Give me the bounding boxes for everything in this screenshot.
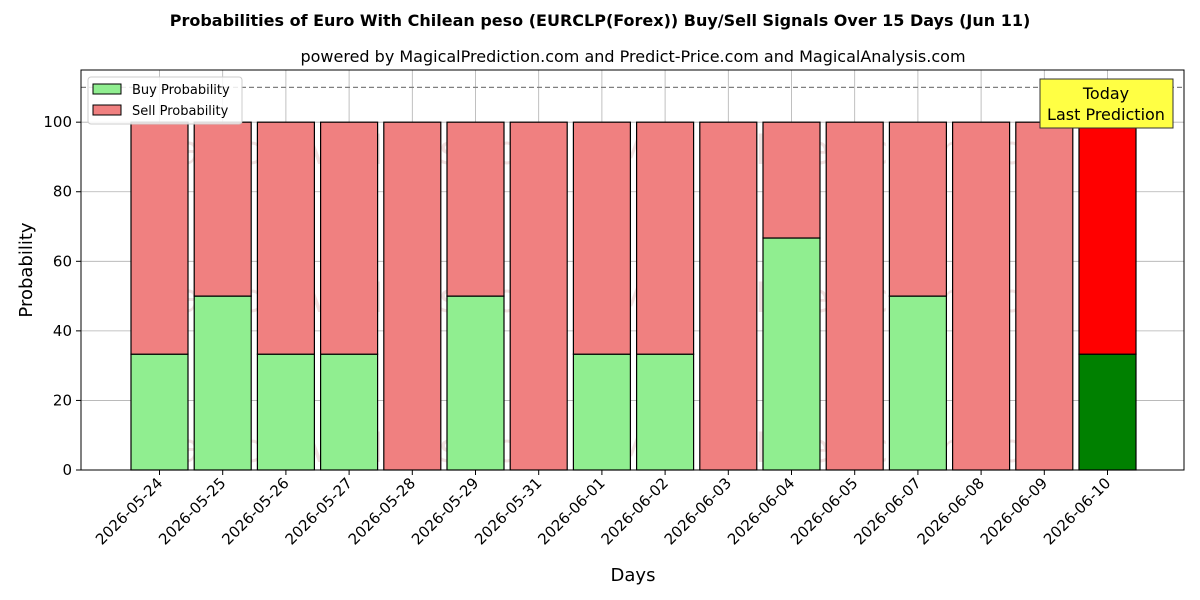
x-tick-label: 2026-06-03 [661, 474, 735, 548]
legend-label: Buy Probability [132, 83, 230, 98]
y-tick-label: 100 [43, 113, 72, 131]
sell-bar [1015, 121, 1074, 471]
buy-bar [193, 295, 252, 471]
buy-bar [762, 237, 821, 471]
x-tick-label: 2026-06-04 [724, 474, 798, 548]
sell-bar [446, 121, 505, 297]
sell-bar [699, 121, 758, 471]
sell-bar [509, 121, 568, 471]
y-tick-label: 80 [53, 183, 72, 201]
sell-bar [256, 121, 315, 355]
buy-bar [635, 353, 695, 471]
annotation-box [1039, 78, 1174, 129]
legend-swatch [92, 104, 122, 116]
x-tick-label: 2026-06-05 [787, 474, 861, 548]
bar-layer [130, 121, 1137, 471]
legend-label: Sell Probability [132, 104, 229, 119]
x-tick-label: 2026-05-31 [471, 474, 545, 548]
legend-box [87, 76, 243, 125]
sell-bar [635, 121, 695, 355]
x-tick-label: 2026-06-01 [534, 474, 608, 548]
x-tick-label: 2026-06-10 [1040, 474, 1114, 548]
plot-frame [80, 69, 1185, 471]
x-tick-label: 2026-05-24 [92, 474, 166, 548]
buy-bar [572, 353, 632, 471]
buy-bar [130, 353, 189, 471]
y-tick-label: 20 [53, 391, 72, 409]
buy-bar [888, 295, 948, 471]
y-tick-label: 40 [53, 322, 72, 340]
sell-bar [888, 121, 948, 297]
today-annotation: Today Last Prediction [1039, 78, 1174, 129]
chart-title: Probabilities of Euro With Chilean peso … [170, 11, 1031, 30]
x-tick-label: 2026-06-02 [598, 474, 672, 548]
legend-swatch [92, 83, 122, 95]
legend: Buy Probability Sell Probability [87, 76, 243, 125]
chart-subtitle: powered by MagicalPrediction.com and Pre… [300, 47, 965, 66]
buy-bar [256, 353, 315, 471]
buy-bar [446, 295, 505, 471]
x-tick-label: 2026-06-09 [977, 474, 1051, 548]
sell-bar [383, 121, 442, 471]
x-tick-label: 2026-06-08 [914, 474, 988, 548]
buy-bar [1078, 353, 1137, 471]
y-tick-layer: 0 20 40 60 80 100 [43, 113, 81, 479]
sell-bar [825, 121, 884, 471]
x-axis-label: Days [611, 565, 656, 586]
y-tick-label: 60 [53, 252, 72, 270]
annotation-line: Last Prediction [1047, 105, 1165, 124]
sell-bar [951, 121, 1011, 471]
sell-bar [193, 121, 252, 297]
x-tick-label: 2026-05-28 [345, 474, 419, 548]
y-tick-label: 0 [62, 461, 72, 479]
x-tick-label: 2026-05-27 [282, 474, 356, 548]
sell-bar [1078, 121, 1137, 355]
annotation-line: Today [1082, 84, 1129, 103]
sell-bar [320, 121, 379, 355]
sell-bar [572, 121, 632, 355]
x-tick-label: 2026-06-07 [850, 474, 924, 548]
x-tick-layer: 2026-05-242026-05-252026-05-262026-05-27… [92, 470, 1114, 548]
sell-bar [762, 121, 821, 239]
x-tick-label: 2026-05-25 [155, 474, 229, 548]
x-tick-label: 2026-05-26 [218, 474, 292, 548]
sell-bar [130, 121, 189, 355]
buy-bar [320, 353, 379, 471]
x-tick-label: 2026-05-29 [408, 474, 482, 548]
y-axis-label: Probability [16, 222, 37, 317]
